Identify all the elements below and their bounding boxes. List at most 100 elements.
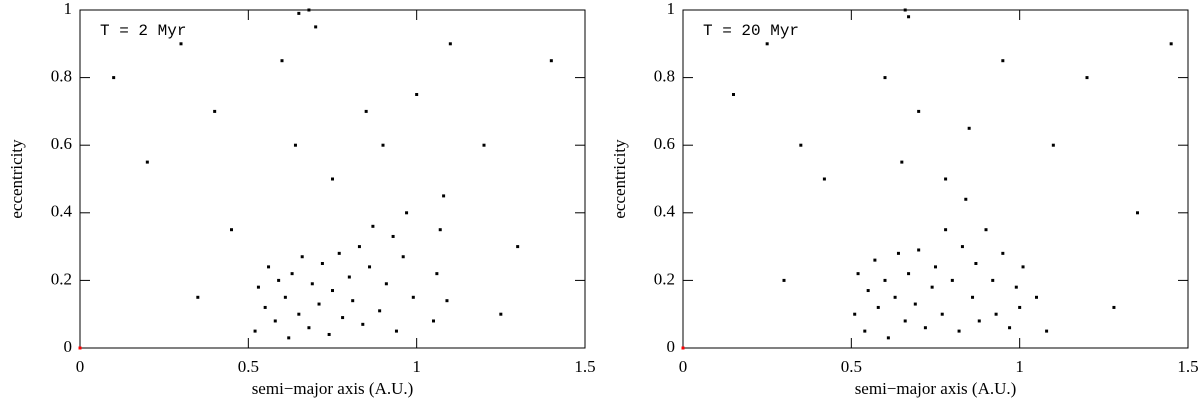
y-axis-label: eccentricity xyxy=(610,139,629,219)
x-tick-label: 0 xyxy=(76,357,85,376)
point xyxy=(1014,285,1018,289)
annotation: T = 2 Myr xyxy=(100,22,186,40)
point xyxy=(263,305,267,309)
point xyxy=(297,312,301,316)
point xyxy=(991,278,995,282)
point xyxy=(900,160,904,164)
y-tick-label: 0.4 xyxy=(654,202,676,221)
point xyxy=(297,11,301,15)
point xyxy=(112,76,116,80)
x-tick-label: 0.5 xyxy=(841,357,862,376)
y-tick-label: 0.4 xyxy=(51,202,73,221)
point xyxy=(896,251,900,255)
point xyxy=(903,8,907,12)
point xyxy=(907,272,911,276)
x-tick-label: 1 xyxy=(1015,357,1024,376)
point xyxy=(317,302,321,306)
point xyxy=(357,245,361,249)
point xyxy=(337,251,341,255)
point xyxy=(267,265,271,269)
x-tick-label: 1.5 xyxy=(574,357,595,376)
point xyxy=(960,245,964,249)
point xyxy=(445,299,449,303)
point xyxy=(442,194,446,198)
point xyxy=(907,15,911,19)
point xyxy=(435,272,439,276)
annotation: T = 20 Myr xyxy=(703,22,799,40)
point xyxy=(401,255,405,259)
point xyxy=(863,329,867,333)
point xyxy=(368,265,372,269)
plot-frame xyxy=(682,9,1189,349)
point xyxy=(994,312,998,316)
point xyxy=(1035,295,1038,299)
point xyxy=(361,322,365,326)
point xyxy=(883,76,887,80)
point xyxy=(1001,251,1005,255)
point xyxy=(351,299,355,303)
point xyxy=(331,177,334,181)
point xyxy=(883,278,887,282)
point xyxy=(1021,265,1025,269)
point xyxy=(273,319,277,323)
point xyxy=(799,143,803,147)
point xyxy=(310,282,314,286)
point xyxy=(917,248,921,252)
point xyxy=(287,336,291,340)
point xyxy=(327,332,331,336)
point xyxy=(213,109,217,113)
point xyxy=(893,295,897,299)
y-tick-label: 0.8 xyxy=(654,67,675,86)
point xyxy=(984,228,988,232)
x-tick-label: 0.5 xyxy=(238,357,259,376)
point xyxy=(923,326,927,330)
point xyxy=(856,272,860,276)
point xyxy=(307,326,311,330)
point xyxy=(438,228,442,232)
x-axis-label: semi−major axis (A.U.) xyxy=(252,379,414,398)
point xyxy=(950,278,954,282)
y-tick-label: 0.8 xyxy=(51,67,72,86)
point xyxy=(782,278,786,282)
x-tick-label: 1 xyxy=(412,357,421,376)
point xyxy=(765,42,769,46)
y-tick-label: 0.6 xyxy=(51,134,72,153)
point xyxy=(1169,42,1173,46)
point xyxy=(179,42,183,46)
point xyxy=(886,336,890,340)
point xyxy=(256,285,260,289)
point xyxy=(320,262,324,265)
y-tick-label: 0 xyxy=(64,337,73,356)
point xyxy=(371,224,375,228)
point xyxy=(967,126,971,130)
point xyxy=(277,278,281,282)
point xyxy=(853,312,857,316)
point xyxy=(1018,305,1022,309)
point xyxy=(384,282,388,286)
point xyxy=(974,262,978,265)
point xyxy=(314,25,318,29)
point xyxy=(977,319,981,323)
point xyxy=(934,265,937,269)
point xyxy=(290,272,294,276)
point xyxy=(903,319,907,323)
point xyxy=(913,302,917,306)
point xyxy=(280,59,284,63)
point xyxy=(381,143,385,147)
point xyxy=(944,177,948,181)
point xyxy=(1001,59,1005,63)
point xyxy=(432,319,435,323)
point xyxy=(957,329,961,333)
point xyxy=(196,295,200,299)
point xyxy=(499,312,503,316)
point xyxy=(347,275,351,279)
point xyxy=(378,309,382,313)
point xyxy=(78,346,82,350)
point xyxy=(876,305,880,309)
point xyxy=(1112,305,1116,309)
point xyxy=(253,329,257,333)
point xyxy=(394,329,398,333)
point xyxy=(341,316,345,320)
